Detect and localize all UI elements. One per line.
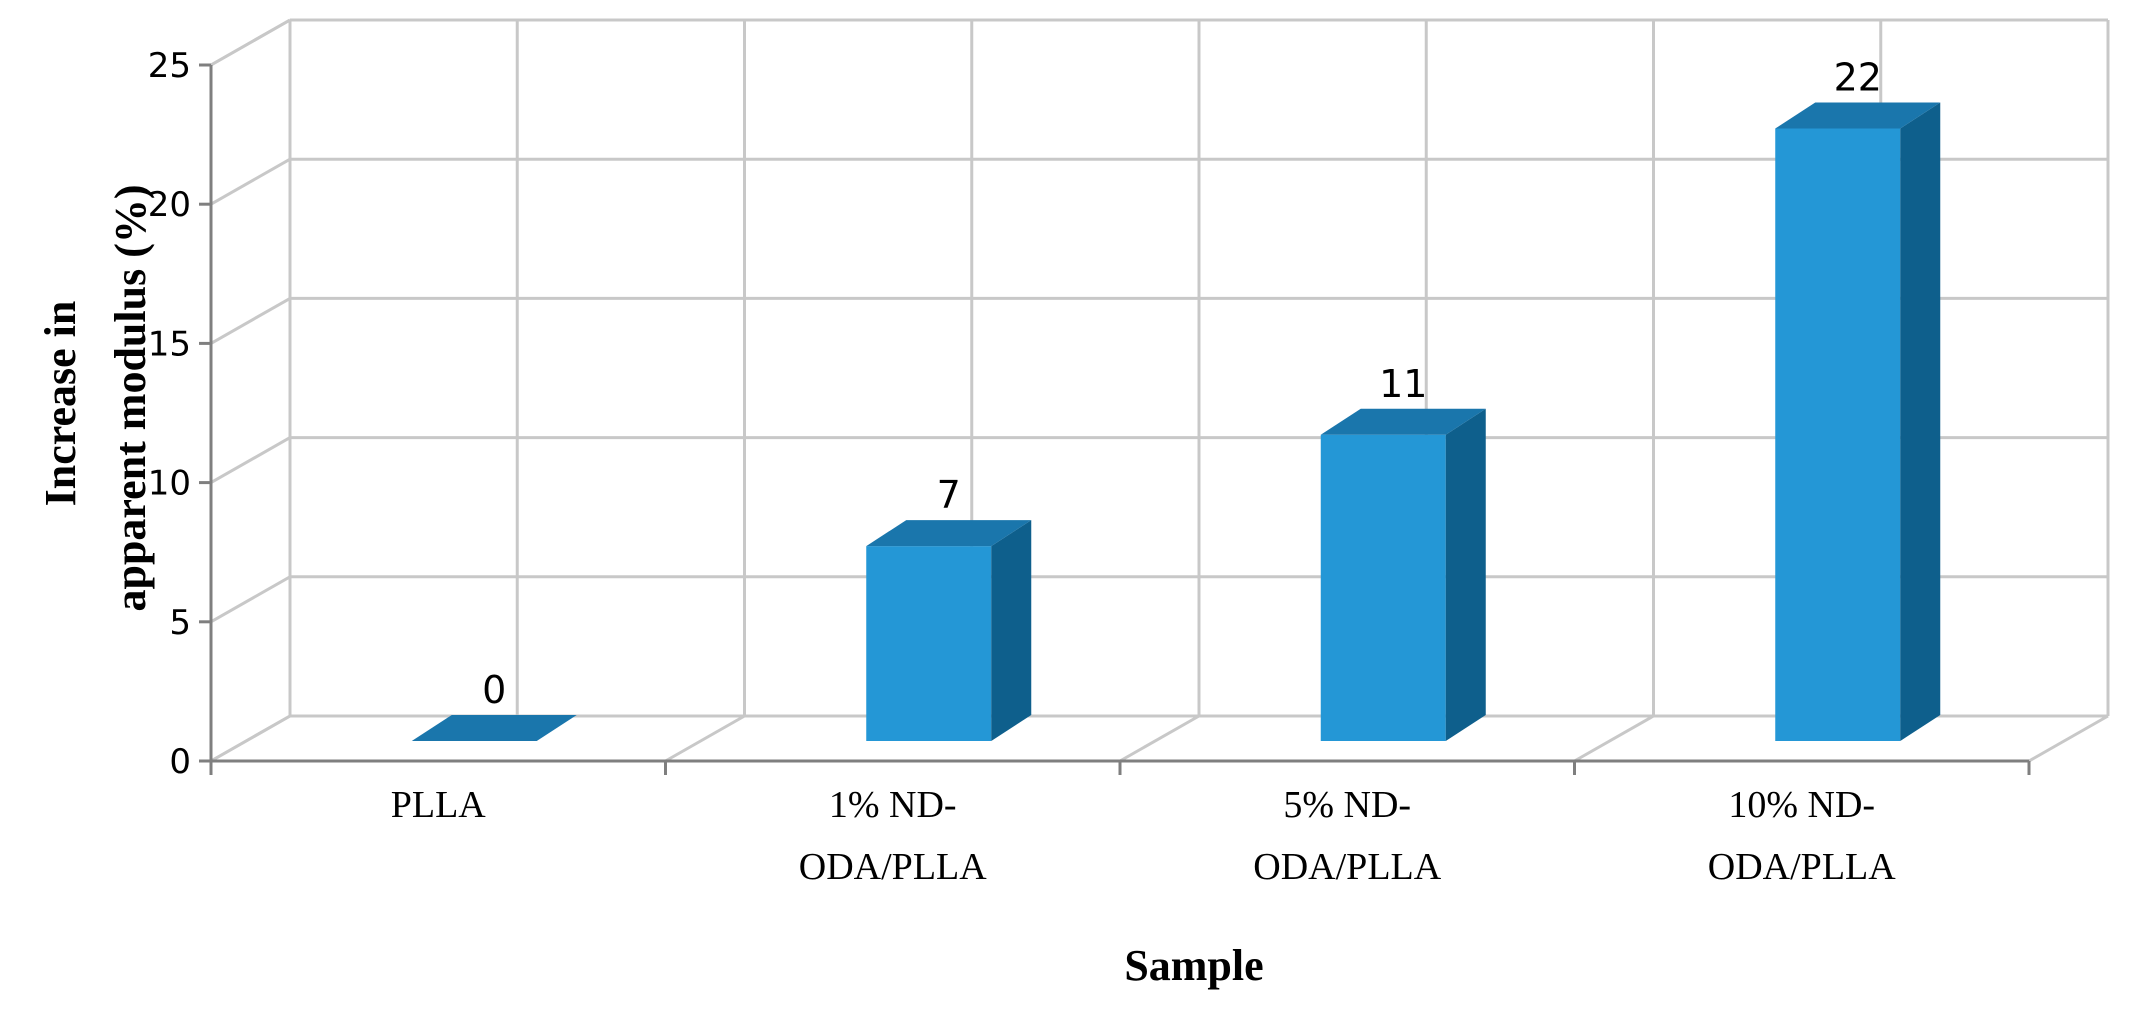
bar-front (1775, 128, 1901, 741)
x-tick-label: 5% ND- ODA/PLLA (1253, 784, 1441, 888)
x-tick-label: 10% ND- ODA/PLLA (1708, 784, 1896, 888)
data-label: 11 (1379, 362, 1427, 406)
y-tick-label: 25 (148, 46, 191, 86)
x-tick-label-line: ODA/PLLA (1253, 846, 1441, 888)
floor-line (664, 714, 746, 763)
axes (199, 63, 2031, 775)
bar (1775, 102, 1941, 741)
x-tick-label-line: 1% ND- (829, 784, 957, 826)
data-label: 0 (482, 668, 506, 712)
floor-line (2028, 714, 2109, 763)
y-tick-label: 10 (148, 464, 191, 504)
floor-line (1119, 714, 1200, 763)
bar-side (991, 520, 1032, 741)
x-axis-title: Sample (1124, 941, 1263, 990)
bar-top (411, 715, 577, 741)
bar-side (1445, 408, 1486, 741)
wall-edge (210, 18, 291, 67)
bar (1320, 408, 1486, 741)
y-tick-label: 20 (148, 185, 191, 225)
x-tick-label-line: 5% ND- (1283, 784, 1411, 826)
bar (866, 520, 1032, 741)
gridlines (210, 18, 2110, 763)
gridline-wall (210, 297, 291, 345)
x-tick-label-line: 10% ND- (1728, 784, 1875, 826)
y-axis-title-line-2: apparent modulus (%) (106, 184, 155, 611)
bar-top (1775, 102, 1941, 129)
x-tick-label: PLLA (391, 784, 487, 826)
bar-side (1900, 102, 1941, 741)
bar-front (1320, 434, 1446, 741)
x-tick-label-line: ODA/PLLA (799, 846, 987, 888)
gridline-wall (210, 575, 291, 624)
x-tick-label: 1% ND- ODA/PLLA (799, 784, 987, 888)
x-tick-label-line: PLLA (391, 784, 487, 826)
data-label: 22 (1834, 56, 1882, 100)
y-tick-label: 15 (148, 324, 191, 364)
y-axis-title-line-1: Increase in (36, 301, 85, 507)
bars (411, 102, 1941, 741)
y-tick-label: 0 (169, 742, 191, 782)
bar-top (1320, 408, 1486, 435)
gridline-wall (210, 157, 291, 206)
x-tick-label-line: ODA/PLLA (1708, 846, 1896, 888)
floor-line (210, 714, 291, 763)
y-tick-label: 5 (169, 603, 191, 643)
labels: 0 5 10 15 20 25 0 PLLA 7 1% ND- ODA/PLLA 11 5% ND- OD… (148, 46, 1897, 888)
bar-front (866, 546, 992, 741)
bar-top (866, 520, 1032, 547)
gridline-wall (210, 436, 291, 484)
floor-line (1573, 714, 1655, 763)
y-axis-title: Increase in apparent modulus (%) (36, 184, 155, 611)
data-label: 7 (937, 473, 961, 517)
bar (411, 715, 577, 741)
